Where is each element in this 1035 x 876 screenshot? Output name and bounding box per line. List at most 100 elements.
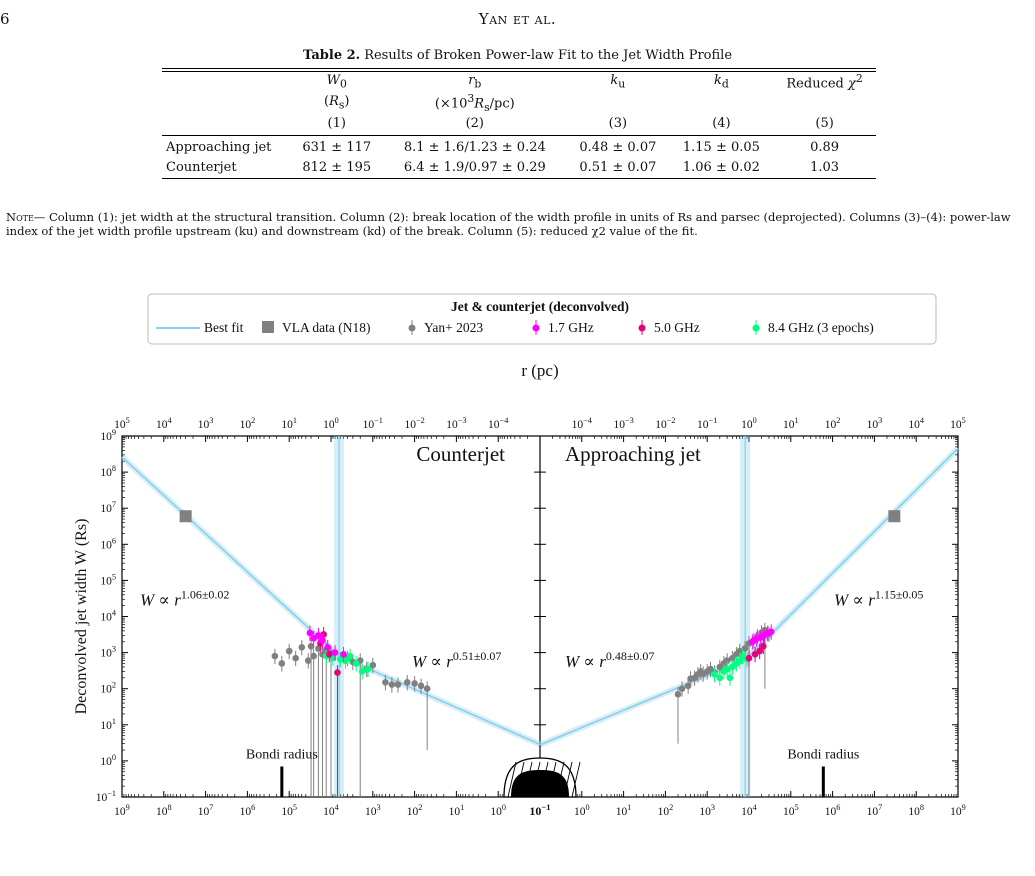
row-label: Counterjet — [166, 160, 237, 176]
vla-data-point — [179, 510, 192, 523]
yan-2023-point — [369, 661, 377, 669]
yan-2023-point — [423, 685, 431, 692]
top-tick-label: 102 — [825, 416, 841, 431]
yan-2023-point — [403, 679, 411, 686]
x-tick-label: 107 — [198, 803, 214, 818]
legend-entry-label: Yan+ 2023 — [424, 320, 483, 335]
col-number: (5) — [815, 116, 834, 132]
downstream-power-law-label: W ∝ r1.15±0.05 — [834, 588, 923, 610]
top-tick-label: 102 — [240, 416, 256, 431]
legend-yan-swatch — [408, 324, 416, 332]
table-colnum-row: (1) (2) (3) (4) (5) — [162, 114, 876, 134]
y-tick-label: 108 — [100, 464, 116, 479]
note-head: Note— — [6, 210, 46, 224]
hatch-line — [571, 761, 581, 798]
table-note: Note— Column (1): jet width at the struc… — [6, 210, 1031, 238]
point-8-4ghz — [726, 674, 734, 682]
x-tick-label: 105 — [281, 803, 297, 818]
yan-2023-point — [411, 680, 418, 687]
table-units-row: (Rs) (×103Rs/pc) — [162, 92, 876, 114]
top-tick-label: 100 — [323, 416, 339, 431]
point-8-4ghz — [352, 660, 360, 667]
point-8-4ghz — [739, 652, 746, 660]
bondi-radius-label: Bondi radius — [787, 747, 859, 762]
y-tick-label: 10−1 — [96, 789, 116, 804]
top-tick-label: 103 — [867, 416, 883, 431]
y-axis-label: Deconvolved jet width W (Rs) — [73, 519, 90, 715]
y-tick-label: 101 — [100, 717, 116, 732]
col-number: (2) — [465, 116, 484, 132]
x-tick-label: 109 — [114, 803, 130, 818]
table-caption-label: Table 2. — [302, 48, 361, 63]
table-cell: 1.06 ± 0.02 — [682, 160, 760, 176]
hatch-line — [507, 761, 517, 798]
point-8-4ghz — [336, 656, 344, 663]
point-5-0ghz — [325, 650, 333, 658]
legend-vla-swatch — [262, 321, 274, 333]
col-number: (1) — [327, 116, 346, 132]
yan-2023-point — [729, 654, 736, 662]
yan-2023-point — [678, 685, 686, 692]
yan-2023-point — [310, 652, 317, 660]
table-top-rule — [162, 68, 876, 72]
x-tick-label: 103 — [699, 803, 715, 818]
y-tick-label: 109 — [100, 428, 116, 443]
legend-17-swatch — [532, 324, 540, 332]
y-tick-label: 106 — [100, 536, 116, 551]
col-number: (4) — [712, 116, 731, 132]
yan-2023-point — [723, 657, 731, 664]
point-1-7ghz — [324, 644, 331, 651]
upstream-power-law-label: W ∝ r0.51±0.07 — [412, 649, 501, 671]
upstream-power-law-label: W ∝ r0.48±0.07 — [565, 649, 654, 671]
point-1-7ghz — [319, 636, 326, 644]
point-1-7ghz — [767, 628, 775, 635]
top-tick-label: 101 — [281, 416, 297, 431]
yan-2023-point — [285, 647, 293, 655]
col-number: (3) — [608, 116, 628, 132]
yan-2023-point — [741, 645, 749, 652]
table-caption-text: Results of Broken Power-law Fit to the J… — [364, 48, 733, 63]
point-5-0ghz — [745, 654, 753, 662]
x-tick-label-center: 10−1 — [529, 802, 550, 818]
top-tick-label: 104 — [908, 416, 924, 431]
y-tick-label: 105 — [100, 572, 116, 587]
yan-2023-point — [394, 681, 402, 688]
yan-2023-point — [298, 644, 306, 651]
point-5-0ghz — [760, 642, 767, 650]
x-tick-label: 102 — [407, 803, 423, 818]
col-header-chi2: Reduced χ2 — [786, 72, 863, 92]
x-tick-label: 101 — [449, 803, 465, 818]
approaching-jet-panel: Bondi radius Approaching jet W ∝ r1.15±0.0… — [538, 436, 961, 797]
yan-2023-point — [736, 647, 744, 655]
top-tick-label: 105 — [114, 416, 130, 431]
legend-title: Jet & counterjet (deconvolved) — [451, 299, 629, 314]
panel-title: Counterjet — [416, 442, 505, 466]
top-tick-label: 101 — [783, 416, 799, 431]
top-tick-label: 100 — [741, 416, 757, 431]
point-1-7ghz — [331, 649, 339, 656]
table-cell: 6.4 ± 1.9/0.97 ± 0.29 — [403, 160, 546, 176]
top-tick-label: 10−2 — [404, 416, 424, 431]
running-title: Yan et al. — [478, 10, 557, 28]
col-unit-w0: (Rs) — [323, 94, 350, 112]
x-tick-label: 109 — [950, 803, 966, 818]
yan-2023-point — [278, 660, 286, 667]
top-tick-label: 10−1 — [697, 416, 717, 431]
table-cell: 0.89 — [810, 140, 840, 156]
x-tick-label: 108 — [908, 803, 924, 818]
x-tick-label: 100 — [574, 803, 590, 818]
legend-entry-label: 8.4 GHz (3 epochs) — [768, 320, 874, 335]
point-8-4ghz — [346, 652, 354, 660]
table-row: Counterjet 812 ± 195 6.4 ± 1.9/0.97 ± 0.… — [162, 158, 876, 178]
yan-2023-point — [307, 642, 315, 650]
yan-2023-point — [382, 679, 389, 686]
yan-2023-point — [304, 657, 312, 664]
top-tick-label: 104 — [156, 416, 172, 431]
x-tick-label: 108 — [156, 803, 172, 818]
table-bottom-rule — [162, 177, 876, 179]
y-tick-label: 103 — [100, 645, 116, 660]
point-8-4ghz — [716, 674, 724, 682]
table-cell: 0.51 ± 0.07 — [579, 160, 657, 176]
point-8-4ghz — [711, 671, 718, 678]
jet-width-figure: Jet & counterjet (deconvolved) Best fit VL… — [0, 292, 1035, 849]
